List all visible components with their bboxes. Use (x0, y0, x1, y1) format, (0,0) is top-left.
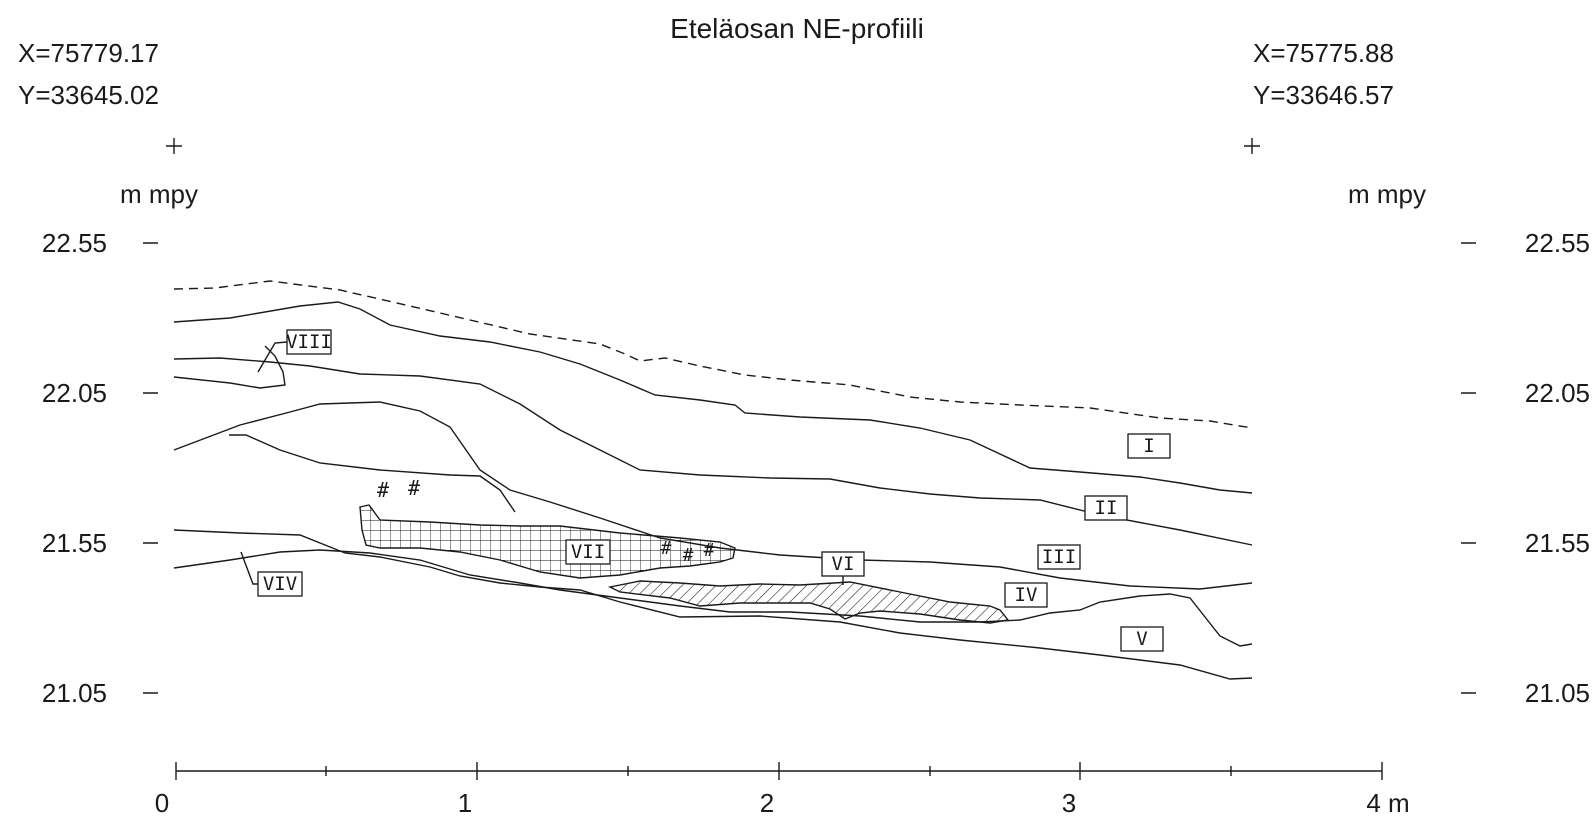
find-marker-4: # (683, 545, 694, 566)
layer-label-vii-text: VII (571, 541, 605, 563)
layer-boundary-6 (173, 549, 1253, 647)
layer-boundary-4 (229, 434, 516, 513)
ground-surface-line (173, 280, 1253, 429)
layer-label-viv-text: VIV (263, 573, 297, 595)
find-marker-2: # (408, 476, 420, 500)
right-x-coordinate: X=75775.88 (1253, 38, 1394, 68)
layer-label-i-text: I (1143, 435, 1154, 457)
distance-scale-line (175, 762, 1383, 780)
left-y-coordinate: Y=33645.02 (18, 80, 159, 110)
distance-label-3: 3 (1062, 788, 1076, 818)
layer-label-ii: II (1084, 495, 1128, 521)
layer-label-i: I (1127, 433, 1171, 459)
elevation-ticks-left (143, 242, 158, 694)
elevation-label-right-1: 22.55 (1525, 228, 1590, 258)
unit-label-left: m mpy (120, 179, 198, 209)
distance-label-1: 1 (458, 788, 472, 818)
distance-label-4: 4 m (1366, 788, 1409, 818)
layer-boundary-1 (173, 301, 1253, 494)
left-x-coordinate: X=75779.17 (18, 38, 159, 68)
layer-label-vi: VI (821, 551, 865, 585)
layer-label-iv-text: IV (1015, 584, 1038, 606)
elevation-label-left-3: 21.55 (42, 528, 107, 558)
elevation-ticks-right (1461, 242, 1476, 694)
layer-label-ii-text: II (1095, 497, 1118, 519)
unit-label-right: m mpy (1348, 179, 1426, 209)
layer-label-vii: VII (565, 539, 611, 565)
left-corner-cross (166, 138, 182, 154)
find-marker-3: # (661, 538, 672, 559)
elevation-label-right-4: 21.05 (1525, 678, 1590, 708)
layer-label-iii: III (1037, 544, 1081, 570)
layer-vi-area (607, 580, 1010, 624)
layer-boundary-5 (173, 529, 1253, 680)
layer-lens-viii (173, 345, 286, 389)
layer-boundary-3 (173, 401, 1253, 590)
layer-vii-area (359, 504, 736, 579)
distance-label-2: 2 (760, 788, 774, 818)
elevation-label-right-3: 21.55 (1525, 528, 1590, 558)
layer-label-viv: VIV (240, 551, 303, 597)
find-marker-5: # (704, 540, 715, 561)
layer-label-viii-text: VIII (286, 331, 332, 353)
layer-label-v: V (1120, 626, 1164, 652)
layer-label-v-text: V (1136, 628, 1147, 650)
distance-label-0: 0 (155, 788, 169, 818)
layer-label-vi-text: VI (832, 553, 855, 575)
right-y-coordinate: Y=33646.57 (1253, 80, 1394, 110)
elevation-label-right-2: 22.05 (1525, 378, 1590, 408)
layer-boundary-2 (173, 357, 1253, 546)
find-marker-1: # (377, 478, 389, 502)
profile-title: Eteläosan NE-profiili (670, 13, 924, 44)
elevation-label-left-1: 22.55 (42, 228, 107, 258)
layer-label-iv: IV (1004, 582, 1048, 608)
elevation-label-left-2: 22.05 (42, 378, 107, 408)
layer-label-iii-text: III (1042, 546, 1076, 568)
right-corner-cross (1244, 138, 1260, 154)
elevation-label-left-4: 21.05 (42, 678, 107, 708)
layer-label-viii: VIII (257, 329, 332, 373)
